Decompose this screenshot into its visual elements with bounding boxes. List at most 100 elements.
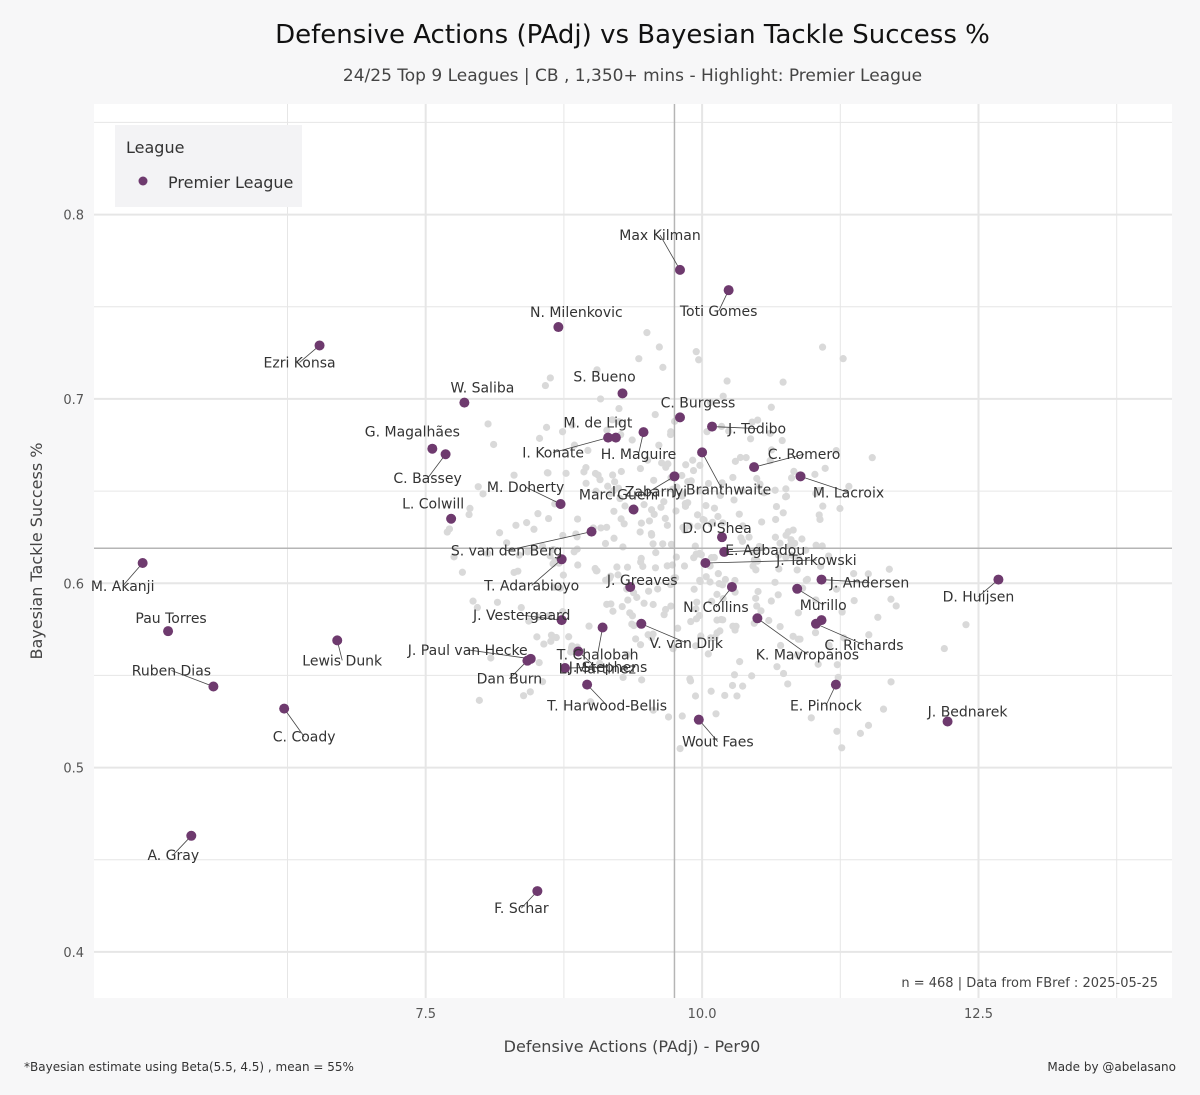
point-labels: Max Kilman Toti Gomes N. Milenkovic Ezri Ko… [91, 228, 1014, 917]
highlight-point [792, 583, 803, 594]
label-leader [122, 562, 143, 587]
background-point [748, 672, 756, 680]
highlight-point [573, 646, 584, 657]
point-label: Wout Faes [682, 735, 754, 751]
background-point [771, 486, 779, 494]
background-point [687, 617, 695, 626]
background-point [696, 461, 704, 469]
background-point [601, 539, 610, 548]
point-label: C. Coady [273, 730, 336, 746]
point-label: J. Todibo [727, 422, 786, 438]
label-leader [283, 708, 305, 737]
point-label: M. de Ligt [563, 416, 633, 432]
background-point [545, 611, 553, 620]
point-label: J. Branthwaite [672, 482, 771, 498]
background-point [868, 454, 876, 462]
background-point [833, 727, 841, 735]
label-leader [815, 623, 865, 646]
background-point [707, 554, 716, 562]
background-point [716, 491, 724, 500]
background-point [573, 515, 582, 523]
background-point [690, 585, 698, 593]
point-label: E. Agbadou [725, 543, 805, 559]
background-point [680, 562, 689, 570]
highlight-point [700, 557, 711, 568]
background-point [779, 669, 788, 678]
background-point [617, 467, 625, 476]
point-label: G. Magalhães [365, 425, 460, 441]
background-point [614, 571, 622, 579]
background-point [807, 714, 815, 722]
highlight-point [816, 615, 827, 626]
highlight-point [617, 388, 628, 399]
point-label: J. Vestergaard [472, 608, 570, 624]
background-point [798, 535, 806, 543]
background-point [702, 573, 710, 581]
background-point [605, 574, 614, 583]
chart-subtitle: 24/25 Top 9 Leagues | CB , 1,350+ mins -… [342, 66, 923, 86]
background-point [782, 492, 791, 500]
y-tick-label: 0.7 [63, 393, 84, 408]
background-point [739, 682, 747, 690]
background-point [779, 378, 787, 386]
point-label: Ezri Konsa [264, 355, 336, 371]
legend-entry-premier-league: Premier League [168, 173, 293, 192]
label-leader [753, 453, 805, 468]
background-point [721, 691, 729, 700]
background-point [674, 624, 682, 632]
background-point [556, 584, 564, 592]
background-point [544, 514, 553, 523]
y-tick-label: 0.5 [63, 762, 84, 777]
background-point [765, 616, 773, 625]
background-point [753, 602, 761, 610]
highlight-point [446, 513, 457, 524]
background-point [565, 633, 573, 641]
background-point [689, 456, 697, 464]
background-point [593, 366, 601, 374]
background-point [694, 522, 702, 530]
highlight-point [163, 626, 174, 637]
background-point [538, 678, 547, 686]
background-point [596, 659, 604, 667]
background-point [608, 416, 616, 424]
point-label: Ruben Dias [132, 663, 211, 679]
background-point [667, 540, 676, 548]
background-point [811, 629, 820, 637]
background-point [535, 434, 544, 442]
label-leader [506, 531, 592, 552]
highlight-point [726, 581, 737, 592]
point-label: J. Greaves [606, 573, 678, 589]
background-point [772, 502, 781, 511]
background-point [676, 744, 684, 753]
background-point [730, 496, 738, 504]
background-point [754, 587, 762, 596]
highlight-point [553, 322, 564, 333]
background-point [614, 484, 622, 492]
background-point [790, 467, 798, 475]
background-point [778, 436, 786, 445]
background-point [610, 507, 618, 515]
label-leader [641, 623, 687, 644]
background-point [864, 721, 873, 729]
background-point [628, 436, 636, 444]
background-point [887, 595, 895, 603]
background-point [839, 355, 847, 363]
background-point [814, 660, 822, 668]
background-point [695, 356, 703, 364]
background-point [650, 510, 658, 518]
background-point [707, 520, 715, 528]
highlight-point [556, 615, 567, 626]
background-point [616, 494, 624, 503]
background-point [567, 648, 575, 656]
background-point [596, 476, 604, 484]
highlight-point [597, 622, 608, 633]
background-point [636, 528, 644, 536]
background-point [746, 435, 755, 443]
chart-title: Defensive Actions (PAdj) vs Bayesian Tac… [275, 20, 990, 50]
background-point [760, 489, 768, 497]
background-point [541, 381, 550, 390]
background-point [550, 583, 558, 592]
background-point [838, 608, 846, 616]
background-point [559, 608, 567, 616]
highlight-point [522, 655, 533, 666]
